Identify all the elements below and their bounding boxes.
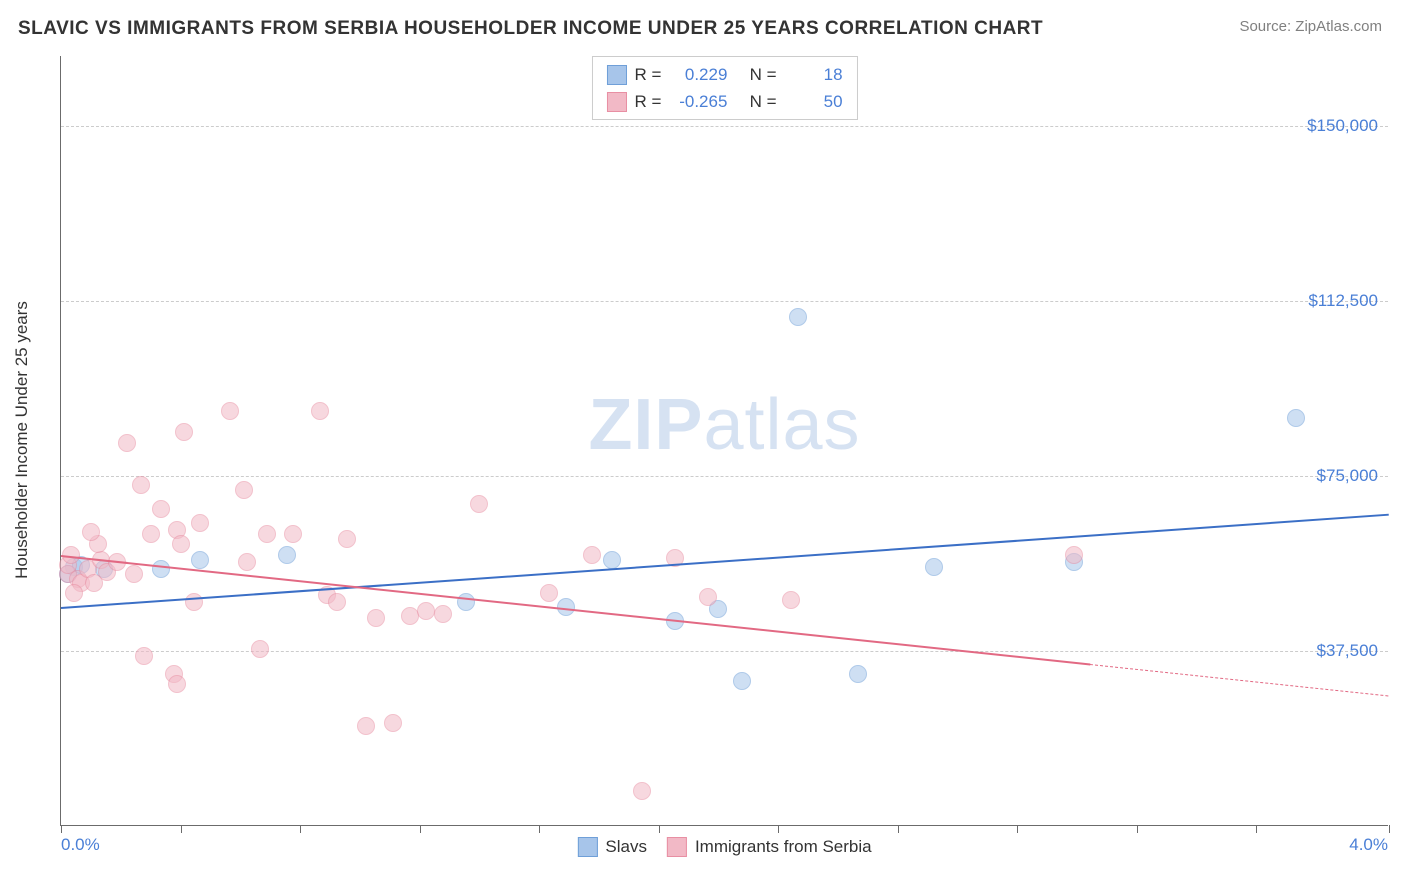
data-point: [132, 476, 150, 494]
x-tick: [300, 825, 301, 833]
x-tick: [898, 825, 899, 833]
scatter-chart: ZIPatlas R = 0.229 N = 18R = -0.265 N = …: [60, 56, 1388, 826]
data-point: [1065, 546, 1083, 564]
y-tick-label: $150,000: [1307, 116, 1378, 136]
data-point: [142, 525, 160, 543]
data-point: [417, 602, 435, 620]
x-tick: [1137, 825, 1138, 833]
r-label: R =: [634, 61, 661, 88]
x-tick: [659, 825, 660, 833]
data-point: [457, 593, 475, 611]
data-point: [258, 525, 276, 543]
data-point: [401, 607, 419, 625]
legend-swatch: [577, 837, 597, 857]
data-point: [849, 665, 867, 683]
x-tick-label: 0.0%: [61, 835, 100, 855]
data-point: [470, 495, 488, 513]
y-axis-label: Householder Income Under 25 years: [12, 301, 32, 579]
y-tick-label: $112,500: [1308, 291, 1378, 311]
data-point: [284, 525, 302, 543]
x-tick: [1017, 825, 1018, 833]
trend-line-extrapolated: [1090, 664, 1389, 696]
data-point: [191, 551, 209, 569]
legend-label: Immigrants from Serbia: [695, 837, 872, 857]
legend-item: Slavs: [577, 837, 647, 857]
data-point: [168, 675, 186, 693]
data-point: [278, 546, 296, 564]
legend-item: Immigrants from Serbia: [667, 837, 872, 857]
gridline: [61, 476, 1388, 477]
data-point: [925, 558, 943, 576]
data-point: [733, 672, 751, 690]
data-point: [125, 565, 143, 583]
source-label: Source: ZipAtlas.com: [1239, 18, 1382, 35]
data-point: [65, 584, 83, 602]
data-point: [251, 640, 269, 658]
data-point: [82, 523, 100, 541]
r-value: 0.229: [669, 61, 727, 88]
n-value: 18: [785, 61, 843, 88]
data-point: [782, 591, 800, 609]
data-point: [238, 553, 256, 571]
x-tick: [61, 825, 62, 833]
data-point: [152, 560, 170, 578]
data-point: [172, 535, 190, 553]
legend-swatch: [667, 837, 687, 857]
series-legend: Slavs Immigrants from Serbia: [577, 837, 871, 857]
data-point: [175, 423, 193, 441]
y-tick-label: $75,000: [1317, 466, 1378, 486]
data-point: [603, 551, 621, 569]
data-point: [357, 717, 375, 735]
legend-row: R = -0.265 N = 50: [606, 88, 842, 115]
data-point: [185, 593, 203, 611]
y-tick-label: $37,500: [1317, 641, 1378, 661]
gridline: [61, 301, 1388, 302]
chart-title: SLAVIC VS IMMIGRANTS FROM SERBIA HOUSEHO…: [18, 18, 1043, 40]
data-point: [540, 584, 558, 602]
data-point: [384, 714, 402, 732]
x-tick: [778, 825, 779, 833]
legend-swatch: [606, 65, 626, 85]
correlation-legend: R = 0.229 N = 18R = -0.265 N = 50: [591, 56, 857, 120]
legend-label: Slavs: [605, 837, 647, 857]
x-tick: [1256, 825, 1257, 833]
x-tick: [539, 825, 540, 833]
data-point: [328, 593, 346, 611]
x-tick-label: 4.0%: [1349, 835, 1388, 855]
data-point: [118, 434, 136, 452]
data-point: [135, 647, 153, 665]
data-point: [633, 782, 651, 800]
x-tick: [420, 825, 421, 833]
n-label: N =: [735, 61, 776, 88]
data-point: [367, 609, 385, 627]
n-label: N =: [735, 88, 776, 115]
r-label: R =: [634, 88, 661, 115]
data-point: [235, 481, 253, 499]
data-point: [152, 500, 170, 518]
x-tick: [181, 825, 182, 833]
data-point: [434, 605, 452, 623]
data-point: [338, 530, 356, 548]
data-point: [699, 588, 717, 606]
legend-row: R = 0.229 N = 18: [606, 61, 842, 88]
n-value: 50: [785, 88, 843, 115]
gridline: [61, 126, 1388, 127]
r-value: -0.265: [669, 88, 727, 115]
legend-swatch: [606, 92, 626, 112]
data-point: [191, 514, 209, 532]
data-point: [583, 546, 601, 564]
data-point: [1287, 409, 1305, 427]
data-point: [221, 402, 239, 420]
data-point: [311, 402, 329, 420]
watermark: ZIPatlas: [588, 384, 860, 466]
x-tick: [1389, 825, 1390, 833]
data-point: [789, 308, 807, 326]
